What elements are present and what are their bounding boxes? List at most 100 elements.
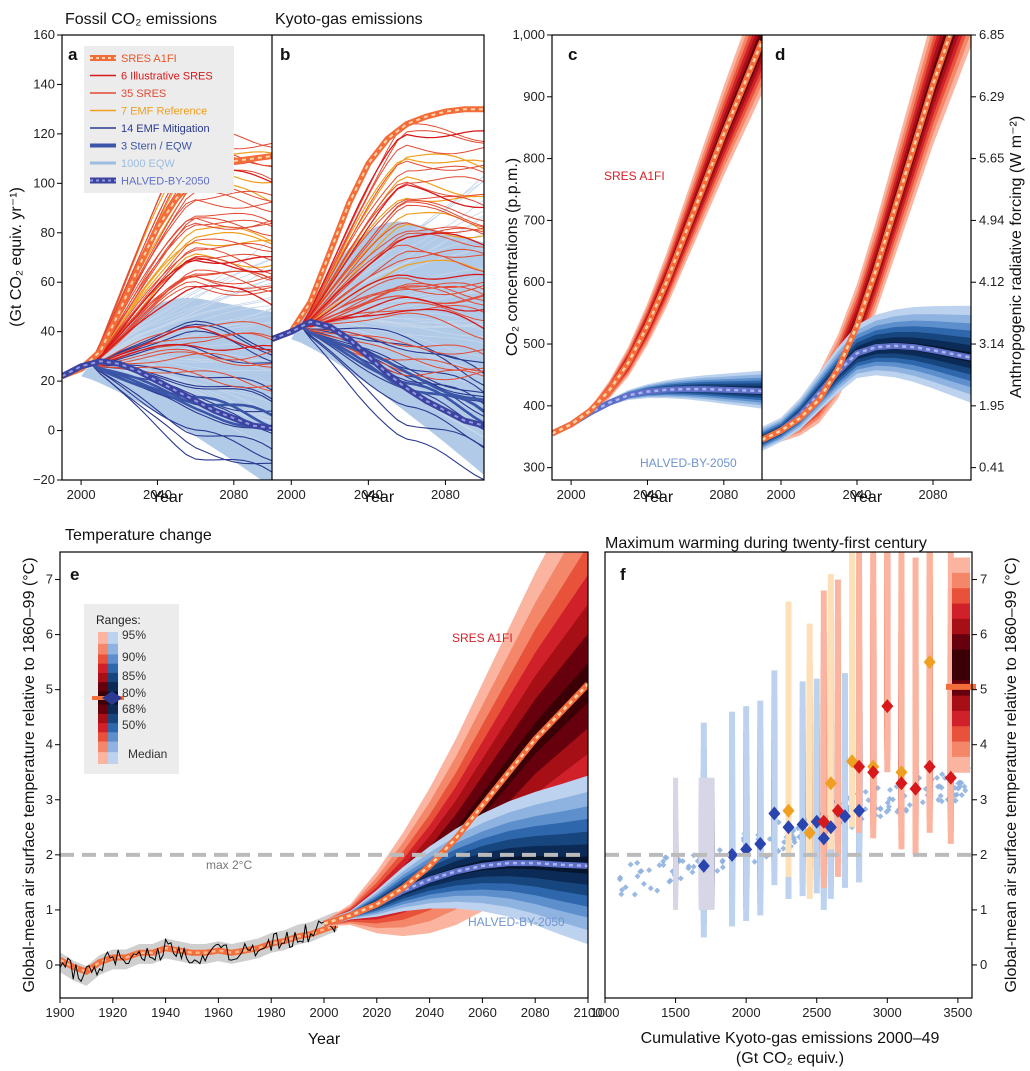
- panel-f-eqw-point-50: [883, 808, 890, 815]
- panel-f-ytick-label-5: 5: [980, 682, 987, 697]
- panel-f-sres-bar-1-seg-6: [834, 579, 841, 877]
- legend-label-1: 6 Illustrative SRES: [121, 71, 213, 83]
- panel-f-eqw-point-110: [919, 799, 926, 806]
- panel-f-xtick-label-4: 3000: [873, 1005, 902, 1020]
- panel-d-plot: [762, 35, 971, 451]
- panel-f-stern-marker-11: [853, 803, 866, 818]
- panel-f-sres-bar-7-seg-6: [926, 552, 933, 833]
- panel-f-eqw-point-107: [956, 779, 963, 786]
- panel-f-ytick-label-0: 0: [980, 957, 987, 972]
- panel-f-colorbar-seg-2: [952, 588, 970, 605]
- panel-f-emf-bar-0-seg-6: [785, 601, 792, 877]
- panel-c-a1fi-band-0: [552, 35, 762, 434]
- panel-f-eqw-point-149: [667, 877, 674, 884]
- panel-f-eqw-point-65: [685, 863, 692, 870]
- panel-c: 2000 2040 2080 300 400 500 600 700 800 900 1,000: [512, 27, 762, 502]
- panel-a-xtick-label-2: 2080: [219, 487, 248, 502]
- panel-f-eqw-point-60: [934, 774, 941, 781]
- panel-d-ylabel: Anthropogenic radiative forcing (W m⁻²): [1008, 116, 1025, 398]
- panel-f-bar-grey-seg-6: [673, 777, 679, 910]
- panel-e-xtick-label-9: 2080: [521, 1005, 550, 1020]
- panel-e-xtick-label-1: 1920: [98, 1005, 127, 1020]
- panel-f-stern-marker-1: [726, 847, 739, 862]
- panel-f-eqw-point-8: [961, 783, 968, 790]
- panel-f-emf-marker-0: [782, 803, 795, 818]
- panel-e-xtick-label-6: 2020: [362, 1005, 391, 1020]
- panel-d-xtick-label-2: 2080: [919, 487, 948, 502]
- legend-e-label-5: 50%: [122, 718, 146, 732]
- panel-c-xtick-label-1: 2040: [633, 487, 662, 502]
- panel-b-title: Kyoto-gas emissions: [275, 11, 423, 28]
- panel-f-sres-marker-0: [817, 814, 830, 829]
- panel-f-emf-marker-5: [895, 765, 908, 780]
- panel-b-plot: [272, 106, 484, 480]
- panel-a-plot: [62, 127, 272, 480]
- panel-f-sres-marker-3: [867, 765, 880, 780]
- panel-f-colorbar-seg-5: [952, 634, 970, 651]
- panel-f-eqw-point-1: [619, 886, 626, 893]
- panel-a-emf-mitigation-line-2: [62, 362, 272, 465]
- panel-f-ytick-label-7: 7: [980, 572, 987, 587]
- panel-f-eqw-point-90: [646, 867, 653, 874]
- panel-e-plot: [60, 552, 588, 986]
- legend-label-4: 14 EMF Mitigation: [121, 123, 210, 135]
- panel-f-stern-bar-4-seg-6: [771, 670, 778, 886]
- panel-c-letter: c: [568, 45, 577, 64]
- panel-e-xtick-label-3: 1960: [204, 1005, 233, 1020]
- panel-f-eqw-point-23: [631, 891, 638, 898]
- panel-f-eqw-point-116: [874, 785, 881, 792]
- panel-c-halved-median-dots: [552, 387, 762, 435]
- panel-f-eqw-point-134: [640, 880, 647, 887]
- panel-f-eqw-point-106: [956, 783, 963, 790]
- panel-f-eqw-point-111: [719, 857, 726, 864]
- panel-d-a1fi-median-dots: [762, 35, 952, 441]
- panel-f-sres-marker-7: [923, 759, 936, 774]
- panel-d-letter: d: [775, 45, 785, 64]
- panel-a-title: Fossil CO₂ emissions: [65, 11, 217, 28]
- legend-label-6: 1000 EQW: [121, 158, 175, 170]
- panel-f-frame: [604, 551, 973, 999]
- panel-c-ytick-label-6: 900: [523, 89, 545, 104]
- panel-e-title: Temperature change: [65, 527, 212, 544]
- panel-f-emf-bar-3-seg-6: [849, 552, 856, 828]
- panel-f-bar-grey2-seg-6: [698, 777, 715, 910]
- panel-f-eqw-point-79: [656, 862, 663, 869]
- panel-f-sres-bar-2-seg-6: [856, 552, 863, 833]
- panel-f-colorbar-seg-13: [952, 756, 970, 773]
- panel-f-colorbar-seg-10: [952, 710, 970, 727]
- panel-b-emf-mitigation-line-0: [272, 325, 484, 449]
- panel-f-eqw-point-152: [637, 868, 644, 875]
- panel-f-colorbar-seg-9: [952, 695, 970, 712]
- panel-f-eqw-point-135: [617, 874, 624, 881]
- panel-c-ytick-label-2: 500: [523, 336, 545, 351]
- legend-label-3: 7 EMF Reference: [121, 106, 207, 118]
- panel-e-frame: [59, 551, 589, 999]
- panel-f-eqw-point-48: [887, 786, 894, 793]
- panel-f-stern-marker-0: [697, 858, 710, 873]
- panel-f-sres-bar-6-seg-6: [912, 557, 919, 855]
- panel-b-xtick-label-1: 2040: [354, 487, 383, 502]
- legend-label-2: 35 SRES: [121, 88, 166, 100]
- panel-f-stern-marker-8: [817, 831, 830, 846]
- panel-f-sres-bar-4-seg-6: [884, 552, 891, 773]
- legend-label-5: 3 Stern / EQW: [121, 141, 193, 153]
- panel-e-xtick-label-10: 2100: [574, 1005, 603, 1020]
- legend-ranges-title: Ranges:: [96, 613, 141, 627]
- panel-d-rtick-label-7: 6.85: [979, 27, 1004, 42]
- panel-d-halved-band-5: [762, 337, 971, 443]
- panel-d-rtick-label-2: 3.14: [979, 336, 1004, 351]
- panel-f: 1000 1500 2000 2500 3000 3500 0 1 2 3 4 5 6 7: [591, 552, 987, 1020]
- panel-d-rtick-label-1: 1.95: [979, 398, 1004, 413]
- panel-f-emf-bar-2-seg-6: [827, 574, 834, 850]
- panel-f-colorbar-seg-6: [952, 649, 970, 666]
- legend-e-label-1: 90%: [122, 650, 146, 664]
- panel-f-eqw-point-34: [862, 788, 869, 795]
- panel-f-eqw-point-99: [877, 805, 884, 812]
- panel-b-a1fi-dots: [272, 108, 484, 341]
- panel-f-sres-marker-4: [881, 699, 894, 714]
- panel-c-ytick-label-4: 700: [523, 212, 545, 227]
- panel-e-ytick-label-6: 6: [46, 627, 53, 642]
- panel-e-ytick-label-1: 1: [46, 902, 53, 917]
- panel-c-a1fi-band-1: [552, 35, 762, 434]
- panel-e-xtick-label-7: 2040: [415, 1005, 444, 1020]
